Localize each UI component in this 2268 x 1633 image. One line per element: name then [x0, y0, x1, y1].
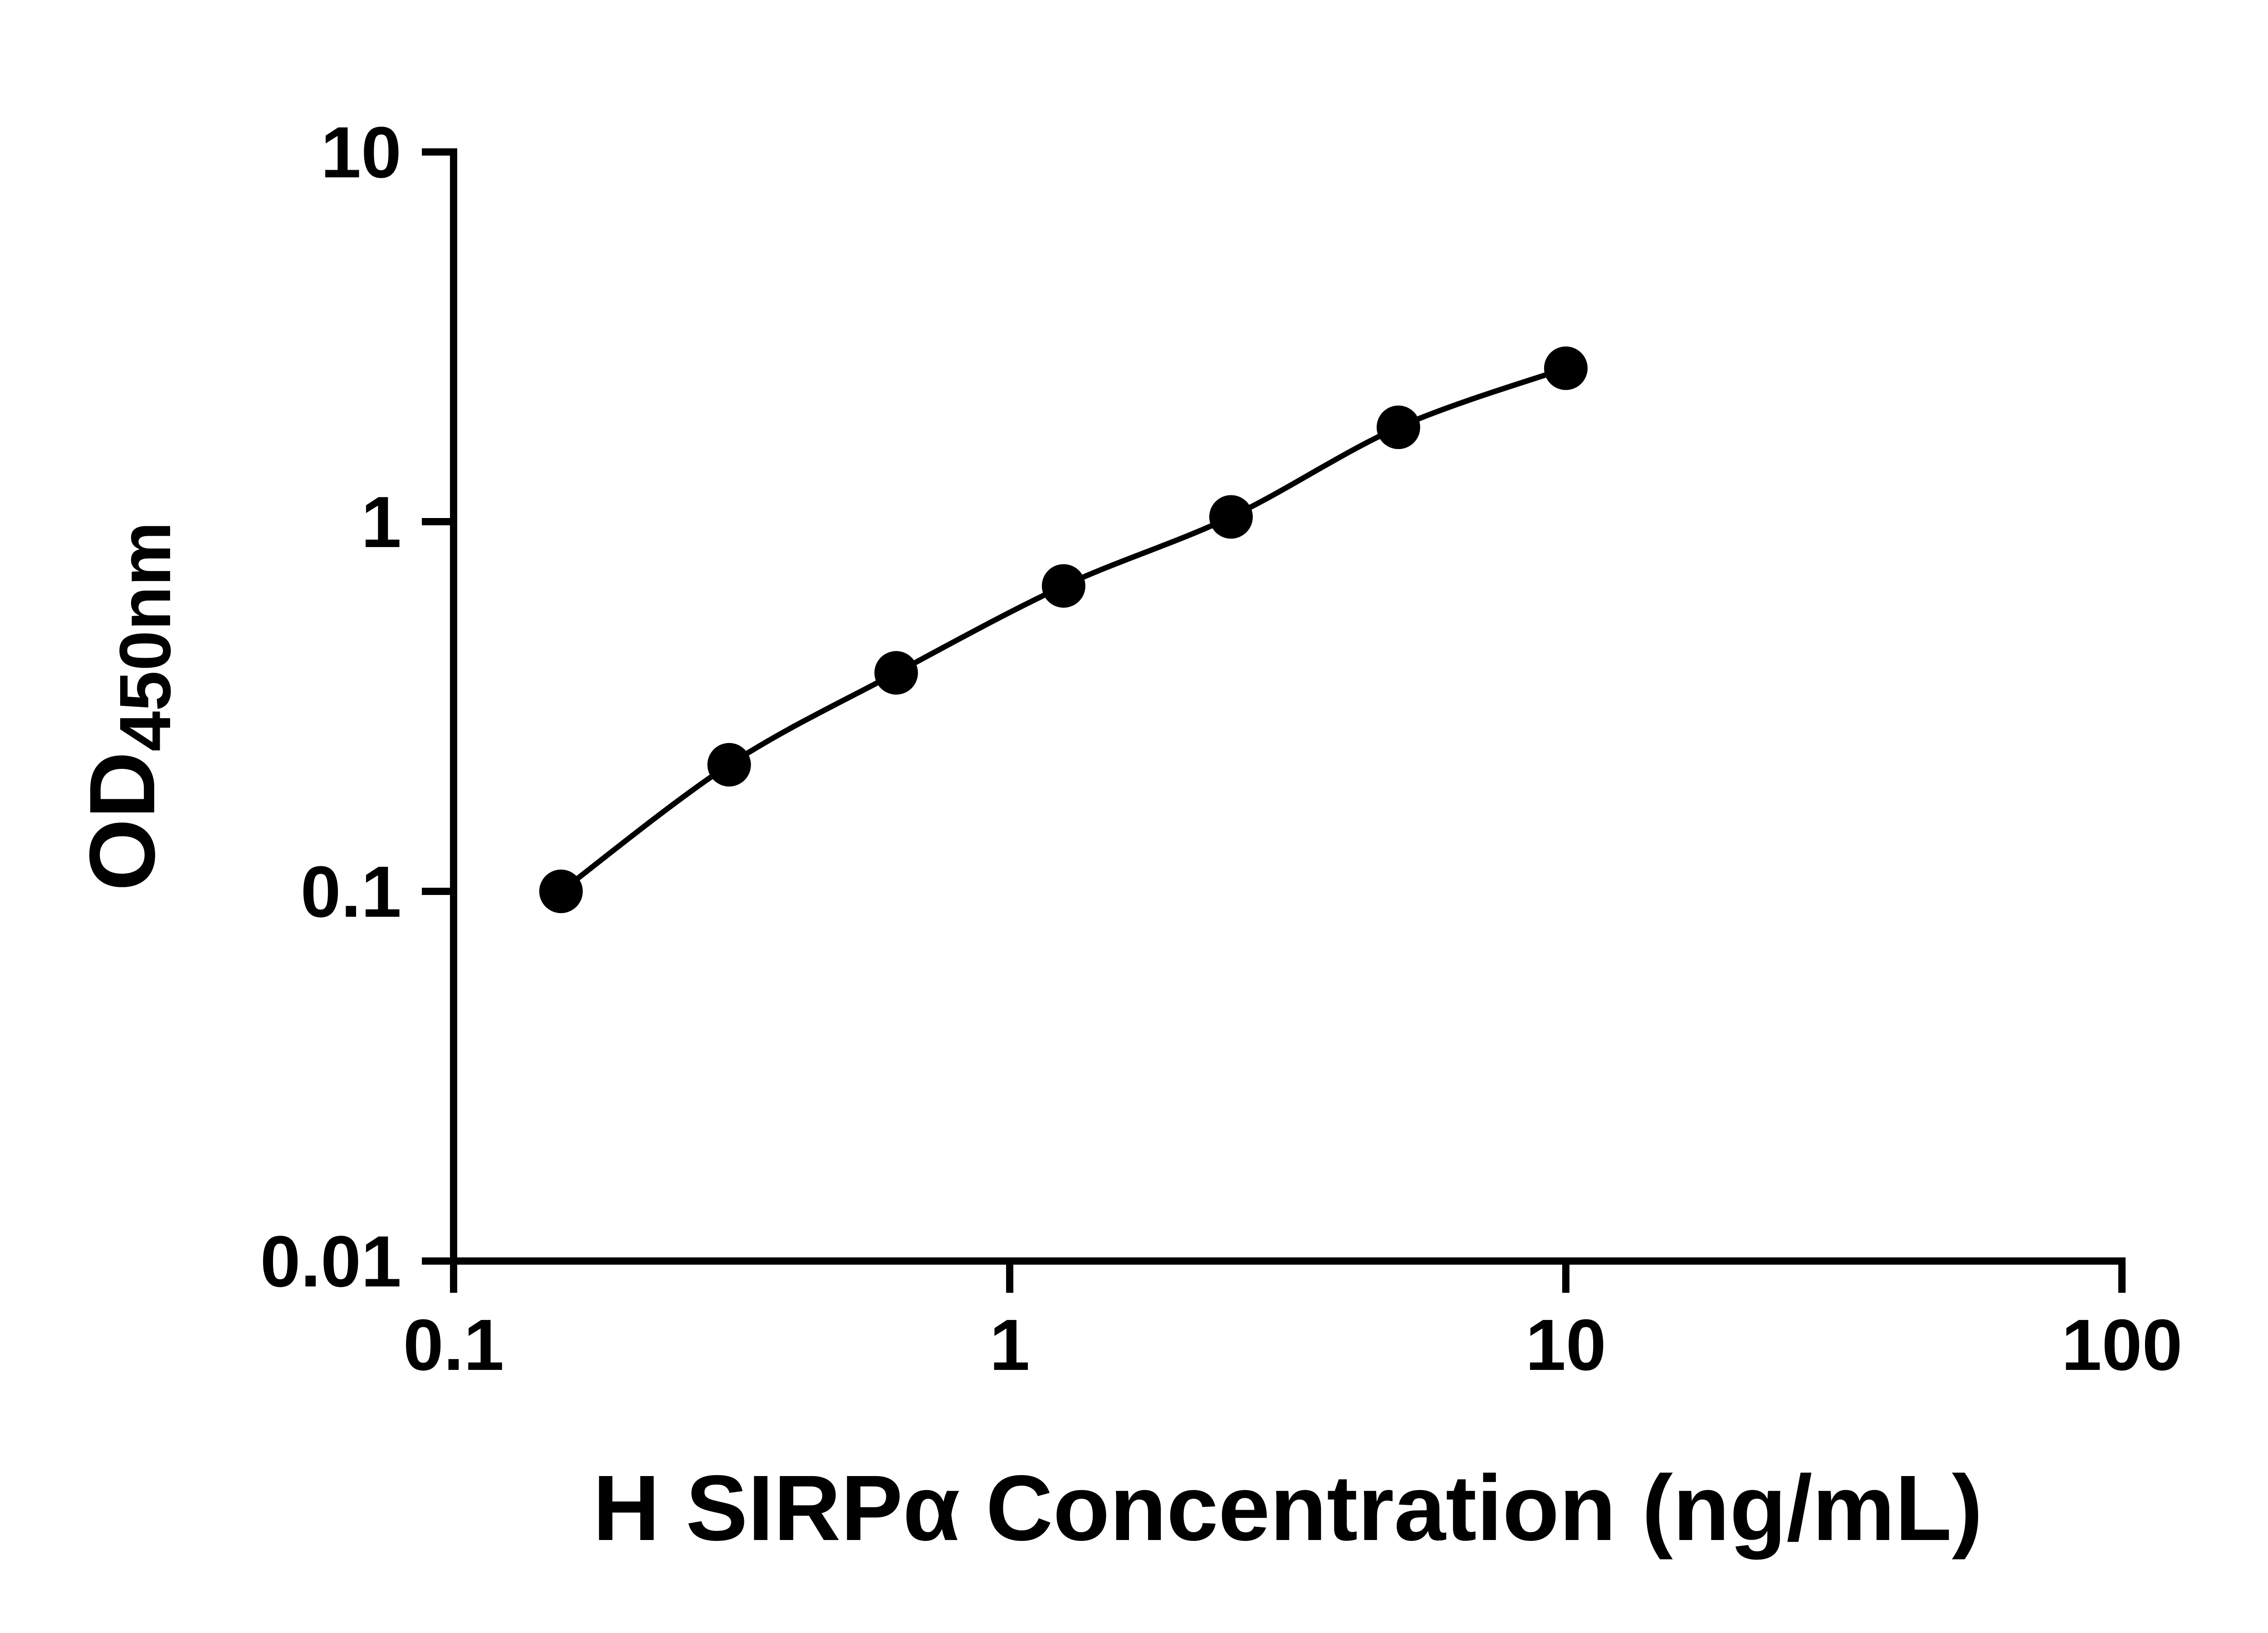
- y-tick-label: 0.01: [260, 1221, 401, 1302]
- y-tick-label: 0.1: [301, 851, 401, 932]
- axis-frame: [450, 148, 2126, 1265]
- data-point-marker: [707, 743, 751, 787]
- x-axis-title: H SIRPα Concentration (ng/mL): [593, 1456, 1983, 1560]
- data-point-marker: [874, 651, 918, 695]
- standard-curve-line: [558, 365, 1569, 894]
- data-point-marker: [1544, 346, 1588, 390]
- data-point-marker: [539, 870, 583, 913]
- x-tick-label: 1: [990, 1304, 1030, 1385]
- y-axis-title-main: OD: [70, 752, 174, 891]
- data-point-marker: [1041, 564, 1085, 608]
- data-point-marker: [1209, 495, 1253, 539]
- data-point-marker: [1376, 406, 1420, 449]
- x-tick-label: 0.1: [403, 1304, 504, 1385]
- y-tick-label: 1: [361, 481, 401, 562]
- x-tick-label: 100: [2062, 1304, 2183, 1385]
- x-tick-label: 10: [1525, 1304, 1606, 1385]
- y-axis-title: OD450nm: [70, 522, 186, 891]
- y-axis-title-sub: 450nm: [104, 522, 186, 752]
- y-tick-label: 10: [321, 112, 401, 193]
